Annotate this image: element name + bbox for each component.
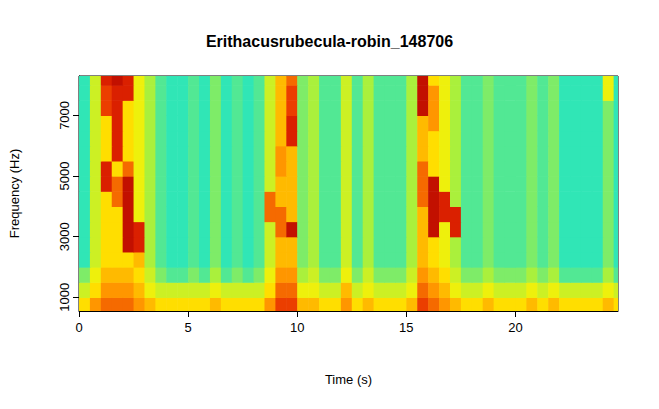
svg-text:Time (s): Time (s) [325, 372, 372, 387]
svg-text:10: 10 [290, 320, 304, 335]
svg-text:7000: 7000 [57, 101, 72, 130]
svg-text:3000: 3000 [57, 222, 72, 251]
svg-text:15: 15 [399, 320, 413, 335]
svg-text:5: 5 [184, 320, 191, 335]
svg-text:5000: 5000 [57, 162, 72, 191]
svg-text:0: 0 [75, 320, 82, 335]
svg-text:20: 20 [508, 320, 522, 335]
svg-text:1000: 1000 [57, 283, 72, 312]
svg-text:Frequency (Hz): Frequency (Hz) [7, 149, 22, 239]
svg-text:Erithacusrubecula-robin_148706: Erithacusrubecula-robin_148706 [206, 33, 453, 50]
